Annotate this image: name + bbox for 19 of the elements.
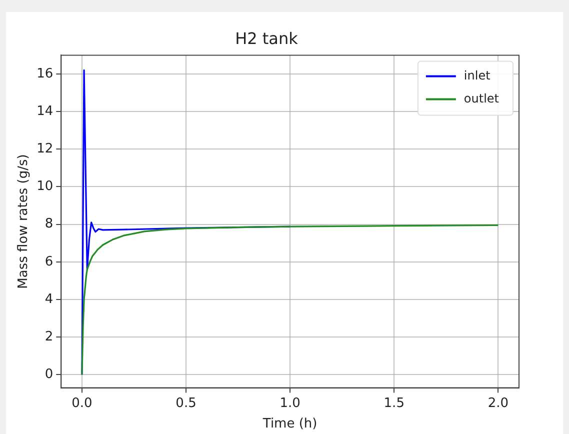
x-tick-label: 1.5 (384, 396, 404, 411)
y-tick-label: 0 (44, 367, 54, 382)
x-tick-label: 0.5 (176, 396, 196, 411)
x-tick-label: 0.0 (72, 396, 92, 411)
legend-label: inlet (464, 68, 491, 82)
y-tick-label: 14 (36, 104, 54, 119)
y-tick-label: 8 (44, 216, 54, 232)
legend-label: outlet (464, 91, 500, 106)
y-tick-label: 2 (44, 329, 54, 344)
y-tick-label: 10 (36, 179, 54, 194)
x-axis-title: Time (h) (262, 416, 318, 432)
chart-title: H2 tank (235, 28, 299, 48)
y-axis-title: Mass flow rates (g/s) (16, 154, 32, 289)
y-tick-label: 4 (44, 292, 54, 307)
y-tick-label: 6 (44, 254, 54, 270)
x-tick-label: 1.0 (280, 396, 300, 411)
y-tick-label: 12 (36, 142, 54, 157)
x-tick-label: 2.0 (488, 396, 509, 411)
y-tick-label: 16 (36, 66, 54, 82)
